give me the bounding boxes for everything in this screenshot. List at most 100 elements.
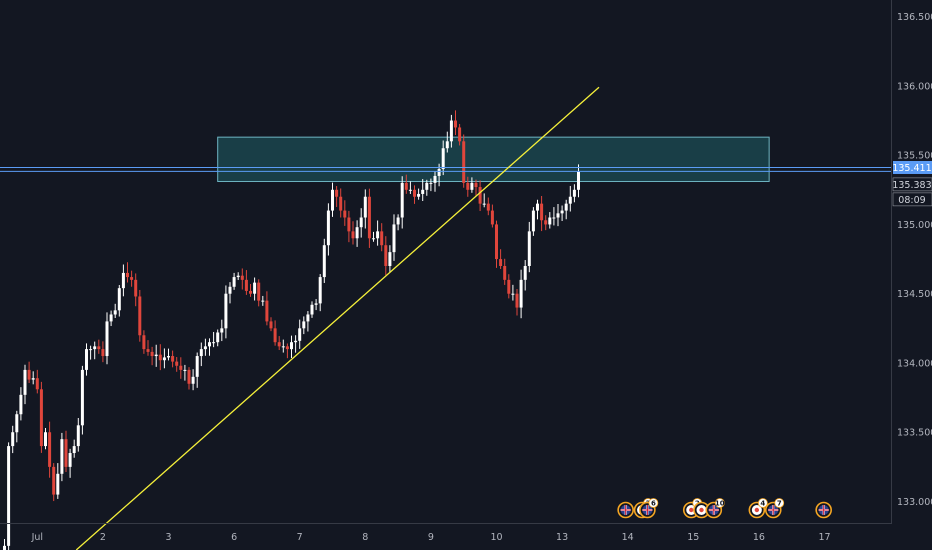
candle[interactable] [249, 284, 252, 297]
candle[interactable] [277, 336, 281, 351]
candle[interactable] [351, 221, 355, 245]
candle[interactable] [310, 301, 314, 318]
candle[interactable] [417, 188, 421, 200]
candle[interactable] [7, 442, 11, 550]
candle[interactable] [15, 410, 19, 443]
candle[interactable] [44, 428, 47, 450]
candle[interactable] [60, 432, 64, 482]
candle[interactable] [253, 277, 257, 301]
candle[interactable] [495, 220, 498, 268]
candle[interactable] [474, 179, 478, 196]
candle[interactable] [556, 204, 560, 227]
candle[interactable] [347, 210, 351, 243]
candle[interactable] [97, 339, 101, 354]
candle[interactable] [31, 371, 35, 385]
candle[interactable] [302, 316, 306, 335]
event-marker[interactable]: 10 [705, 498, 725, 519]
candle[interactable] [527, 221, 531, 273]
candle[interactable] [568, 185, 572, 212]
candle[interactable] [179, 357, 183, 379]
candle[interactable] [232, 272, 236, 290]
candle[interactable] [158, 344, 162, 371]
candle[interactable] [224, 285, 228, 339]
candle[interactable] [101, 341, 105, 363]
candle[interactable] [146, 340, 150, 356]
candle[interactable] [384, 236, 388, 276]
candle[interactable] [93, 341, 97, 360]
event-marker[interactable] [815, 501, 832, 519]
candle[interactable] [482, 193, 486, 208]
candle[interactable] [503, 258, 507, 285]
candle[interactable] [11, 425, 15, 454]
candle[interactable] [441, 140, 445, 176]
candle[interactable] [23, 364, 27, 405]
candle[interactable] [490, 204, 494, 228]
candle[interactable] [355, 220, 359, 247]
candle[interactable] [544, 215, 548, 231]
candle[interactable] [138, 289, 142, 342]
candle[interactable] [216, 329, 220, 347]
candle[interactable] [199, 342, 203, 367]
candle[interactable] [372, 231, 375, 242]
candle[interactable] [560, 205, 564, 221]
candle[interactable] [531, 207, 535, 236]
candle[interactable] [257, 279, 261, 307]
candle[interactable] [380, 223, 384, 252]
event-marker[interactable]: 7 [764, 498, 785, 519]
candle[interactable] [113, 303, 117, 318]
candle[interactable] [408, 181, 412, 194]
candle[interactable] [261, 295, 265, 306]
candle[interactable] [273, 320, 277, 346]
candle[interactable] [429, 178, 433, 192]
candle[interactable] [19, 387, 23, 421]
candle[interactable] [183, 364, 187, 381]
candle[interactable] [154, 344, 158, 367]
candle[interactable] [281, 339, 285, 353]
candle[interactable] [478, 180, 482, 212]
candle[interactable] [236, 272, 240, 281]
candle[interactable] [68, 448, 72, 478]
candle[interactable] [577, 164, 580, 198]
candle[interactable] [507, 274, 511, 299]
candle[interactable] [339, 188, 343, 218]
candle[interactable] [331, 182, 334, 217]
candle[interactable] [203, 338, 207, 356]
candle[interactable] [466, 176, 470, 197]
candle[interactable] [318, 274, 322, 312]
candle[interactable] [285, 343, 289, 359]
candle[interactable] [208, 338, 211, 356]
candle[interactable] [523, 260, 527, 291]
candle[interactable] [121, 264, 125, 297]
candle[interactable] [89, 345, 93, 360]
candle[interactable] [64, 430, 68, 472]
candle[interactable] [306, 311, 310, 332]
candle[interactable] [80, 365, 84, 435]
candle[interactable] [335, 186, 339, 207]
candle[interactable] [244, 270, 248, 295]
candle[interactable] [470, 177, 474, 193]
candle[interactable] [540, 195, 544, 232]
candle[interactable] [462, 134, 466, 188]
candle[interactable] [363, 189, 367, 229]
candle[interactable] [195, 352, 199, 388]
candle[interactable] [167, 348, 170, 361]
candle[interactable] [126, 262, 129, 283]
candle[interactable] [35, 369, 39, 394]
candle[interactable] [171, 350, 175, 368]
candle[interactable] [109, 310, 113, 327]
candle[interactable] [314, 299, 318, 311]
event-marker[interactable] [617, 501, 634, 519]
candle[interactable] [298, 319, 302, 349]
candle[interactable] [130, 270, 134, 287]
candle[interactable] [175, 357, 179, 372]
candle[interactable] [425, 179, 429, 196]
candle[interactable] [220, 319, 224, 342]
candle[interactable] [367, 188, 371, 248]
candle[interactable] [433, 171, 437, 192]
candle[interactable] [72, 439, 76, 458]
candle[interactable] [117, 284, 121, 317]
candle[interactable] [404, 174, 408, 194]
candle[interactable] [85, 343, 88, 376]
candle[interactable] [27, 361, 31, 383]
